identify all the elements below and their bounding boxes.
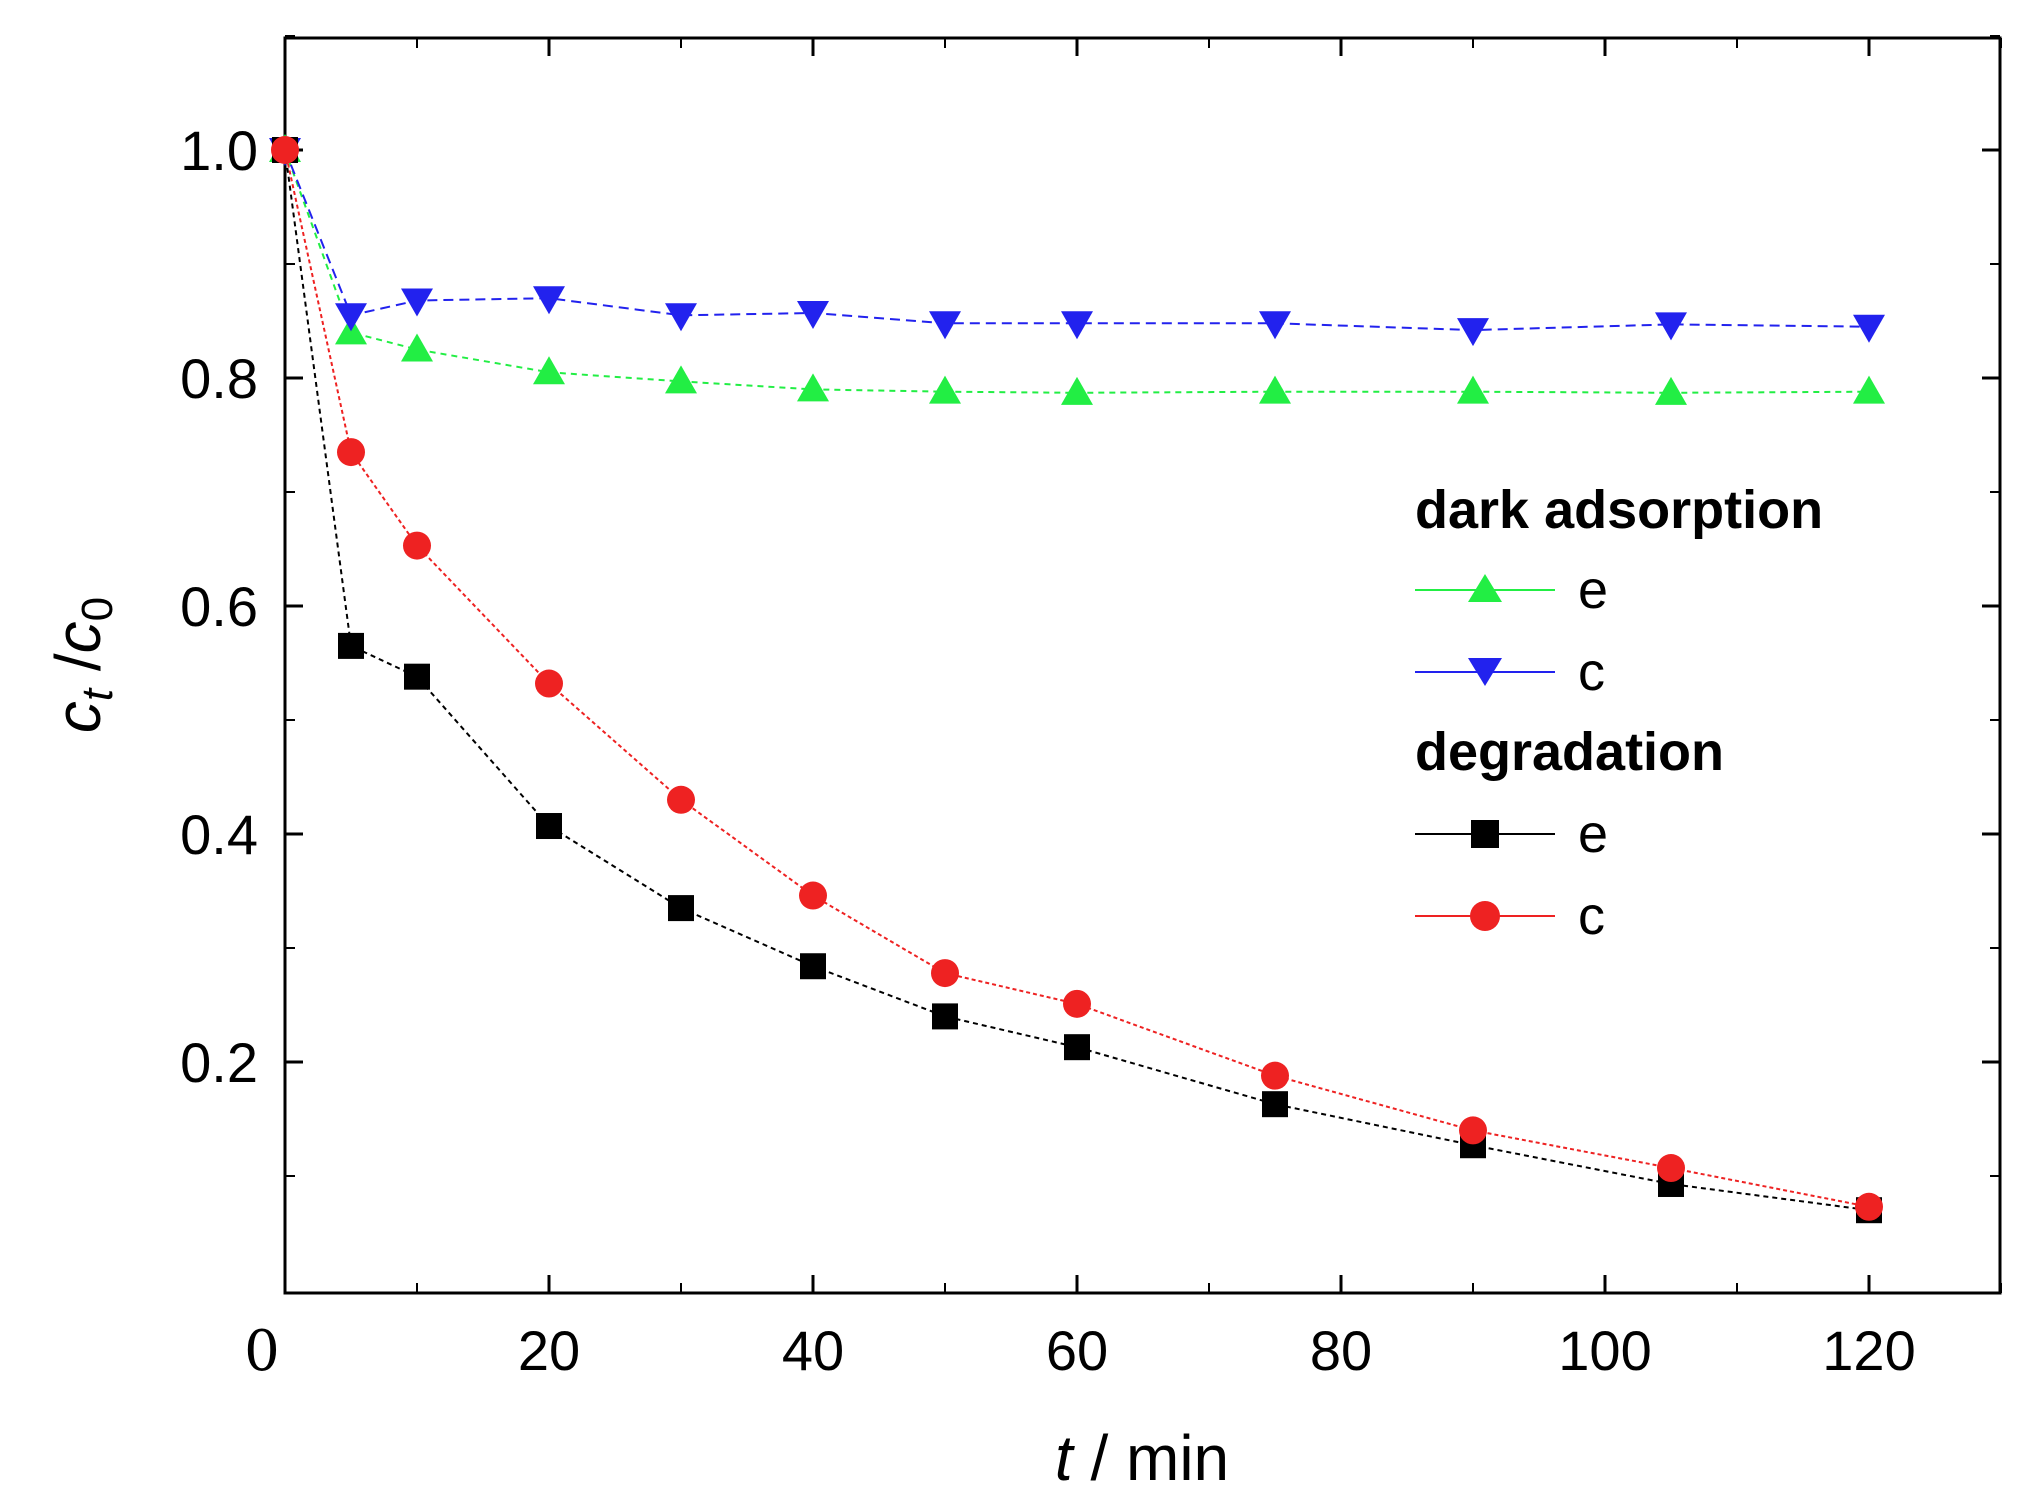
legend-entry-dark-adsorption-e: e: [1415, 560, 1608, 620]
series-markers: [269, 134, 1885, 1224]
data-point-dark-adsorption-e: [929, 375, 961, 404]
x-tick-label: 0: [244, 1319, 280, 1384]
y-axis-title: ct /c0: [42, 597, 122, 733]
legend-marker-degradation-c: [1470, 901, 1500, 931]
legend-label-degradation-c: c: [1578, 886, 1605, 946]
data-point-dark-adsorption-e: [401, 333, 433, 362]
data-point-degradation-c: [1063, 989, 1091, 1018]
legend-heading-degradation: degradation: [1415, 722, 1724, 782]
legend-label-dark-adsorption-c: c: [1578, 642, 1605, 702]
data-point-degradation-e: [404, 663, 430, 690]
x-tick-label: 100: [1558, 1319, 1651, 1382]
x-tick-label: 60: [1046, 1319, 1108, 1382]
series-line-degradation-c: [284, 149, 1870, 1208]
data-point-degradation-c: [1459, 1116, 1487, 1145]
data-point-degradation-c: [403, 531, 431, 560]
data-point-degradation-e: [800, 953, 826, 980]
y-tick-label: 0.2: [180, 1031, 258, 1094]
plot-frame: [283, 36, 2002, 1295]
x-tick-label: 80: [1310, 1319, 1372, 1382]
data-point-dark-adsorption-c: [1655, 312, 1687, 341]
data-point-dark-adsorption-c: [1853, 314, 1885, 343]
legend-entry-dark-adsorption-c: c: [1415, 642, 1605, 702]
data-point-degradation-c: [667, 785, 695, 814]
data-point-degradation-c: [799, 881, 827, 910]
series-line-dark-adsorption-e: [284, 149, 1870, 394]
data-point-dark-adsorption-c: [533, 286, 565, 315]
data-point-degradation-c: [535, 669, 563, 698]
data-point-dark-adsorption-e: [1655, 376, 1687, 405]
y-tick-label: 0.4: [180, 803, 258, 866]
data-point-degradation-c: [1855, 1192, 1883, 1221]
legend-marker-degradation-e: [1471, 820, 1499, 848]
data-point-dark-adsorption-e: [1061, 376, 1093, 405]
data-point-dark-adsorption-c: [1061, 311, 1093, 340]
data-point-dark-adsorption-c: [797, 301, 829, 330]
data-point-degradation-e: [932, 1003, 958, 1030]
data-point-degradation-e: [338, 632, 364, 659]
x-tick-label: 40: [782, 1319, 844, 1382]
legend-marker-dark-adsorption-c: [1468, 658, 1502, 686]
legend-label-dark-adsorption-e: e: [1578, 560, 1608, 620]
x-tick-label: 20: [518, 1319, 580, 1382]
data-point-dark-adsorption-c: [665, 303, 697, 332]
data-point-dark-adsorption-c: [1259, 311, 1291, 340]
y-tick-label: 1.0: [180, 119, 258, 182]
data-point-degradation-c: [271, 136, 299, 164]
data-point-dark-adsorption-c: [401, 288, 433, 317]
data-point-degradation-e: [536, 813, 562, 840]
legend: dark adsorption e c degradation e c: [1415, 480, 1823, 946]
data-point-degradation-c: [931, 959, 959, 988]
data-point-dark-adsorption-c: [335, 303, 367, 332]
legend-heading-dark-adsorption: dark adsorption: [1415, 480, 1823, 540]
legend-entry-degradation-c: c: [1415, 886, 1605, 946]
data-point-dark-adsorption-e: [1457, 375, 1489, 404]
data-point-degradation-c: [1657, 1154, 1685, 1183]
data-point-dark-adsorption-e: [1853, 375, 1885, 404]
y-tick-label: 0.6: [180, 575, 258, 638]
data-point-degradation-c: [337, 438, 365, 467]
data-point-dark-adsorption-c: [1457, 318, 1489, 347]
x-tick-label: 120: [1822, 1319, 1915, 1382]
legend-label-degradation-e: e: [1578, 804, 1608, 864]
data-point-degradation-e: [668, 895, 694, 922]
data-point-dark-adsorption-e: [533, 356, 565, 385]
axis-ticks: [283, 35, 2002, 1293]
x-axis-title: t / min: [1055, 1422, 1229, 1494]
series-line-dark-adsorption-c: [284, 149, 1870, 332]
y-tick-label: 0.8: [180, 347, 258, 410]
data-point-degradation-e: [1064, 1034, 1090, 1061]
data-point-dark-adsorption-e: [797, 373, 829, 402]
data-point-dark-adsorption-c: [929, 311, 961, 340]
legend-marker-dark-adsorption-e: [1468, 574, 1502, 602]
data-point-degradation-c: [1261, 1061, 1289, 1090]
data-point-degradation-e: [1262, 1091, 1288, 1118]
tick-labels: 0 20 40 60 80 100 120 0.2 0.4 0.6 0.8 1.0: [180, 119, 1916, 1384]
data-point-dark-adsorption-e: [1259, 375, 1291, 404]
data-point-dark-adsorption-e: [665, 365, 697, 394]
legend-entry-degradation-e: e: [1415, 804, 1608, 864]
